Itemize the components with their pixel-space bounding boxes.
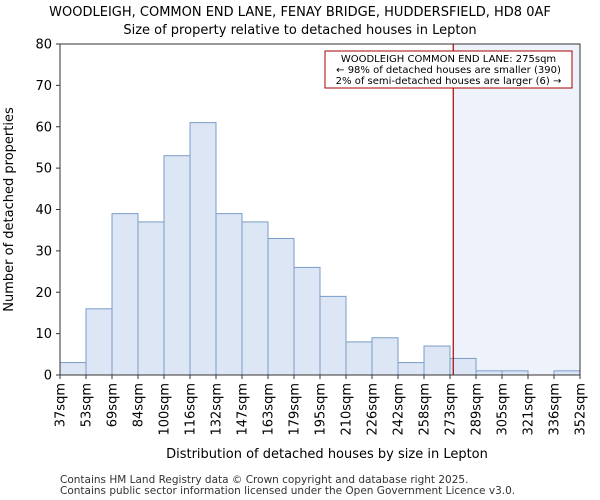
- histogram-bar: [501, 370, 529, 376]
- histogram-bar: [449, 357, 477, 376]
- y-tick-label: 30: [35, 244, 52, 259]
- x-tick-label: 195sqm: [314, 383, 329, 436]
- x-tick-label: 37sqm: [54, 383, 69, 427]
- y-tick-label: 60: [35, 120, 52, 135]
- histogram-bar: [293, 266, 321, 376]
- x-tick-label: 116sqm: [184, 383, 199, 436]
- x-tick-label: 289sqm: [470, 383, 485, 436]
- histogram-bar: [345, 341, 373, 376]
- y-axis-label: Number of detached properties: [2, 107, 17, 312]
- histogram-bar: [189, 122, 217, 376]
- y-tick-label: 10: [35, 327, 52, 342]
- x-tick-label: 179sqm: [288, 383, 303, 436]
- histogram-bar: [371, 337, 399, 376]
- x-tick-label: 273sqm: [444, 383, 459, 436]
- y-tick-label: 50: [35, 162, 52, 177]
- x-tick-label: 321sqm: [522, 383, 537, 436]
- histogram-bar: [267, 237, 295, 376]
- x-tick-label: 305sqm: [496, 383, 511, 436]
- histogram-bar: [163, 155, 191, 376]
- histogram-bar: [59, 362, 87, 376]
- chart-title: WOODLEIGH, COMMON END LANE, FENAY BRIDGE…: [49, 5, 551, 20]
- chart-subtitle: Size of property relative to detached ho…: [123, 23, 476, 38]
- highlight-region: [453, 44, 580, 375]
- annotation-box: WOODLEIGH COMMON END LANE: 275sqm ← 98% …: [324, 50, 573, 89]
- histogram-bar: [475, 370, 503, 376]
- histogram-bar: [215, 213, 243, 376]
- x-tick-label: 163sqm: [262, 383, 277, 436]
- footer-line-1: Contains HM Land Registry data © Crown c…: [60, 474, 468, 486]
- histogram-bar: [85, 308, 113, 376]
- histogram-bar: [397, 362, 425, 376]
- x-tick-label: 53sqm: [80, 383, 95, 427]
- annotation-line-2: ← 98% of detached houses are smaller (39…: [336, 65, 561, 76]
- x-tick-label: 84sqm: [132, 383, 147, 427]
- x-tick-label: 132sqm: [210, 383, 225, 436]
- x-tick-label: 242sqm: [392, 383, 407, 436]
- histogram-bar: [423, 345, 451, 376]
- y-tick-label: 40: [35, 203, 52, 218]
- footer-line-2: Contains public sector information licen…: [60, 485, 515, 497]
- x-tick-label: 69sqm: [106, 383, 121, 427]
- x-tick-label: 100sqm: [158, 383, 173, 436]
- y-tick-label: 70: [35, 79, 52, 94]
- annotation-line-1: WOODLEIGH COMMON END LANE: 275sqm: [341, 54, 556, 65]
- x-tick-label: 336sqm: [548, 383, 563, 436]
- x-tick-label: 147sqm: [236, 383, 251, 436]
- histogram-bar: [319, 295, 347, 376]
- histogram-bar: [553, 370, 581, 376]
- histogram-bar: [241, 221, 269, 376]
- x-axis-label: Distribution of detached houses by size …: [166, 447, 488, 462]
- histogram-bar: [111, 213, 139, 376]
- y-tick-label: 20: [35, 286, 52, 301]
- annotation-line-3: 2% of semi-detached houses are larger (6…: [336, 76, 562, 87]
- x-tick-label: 258sqm: [418, 383, 433, 436]
- histogram-bar: [137, 221, 165, 376]
- x-tick-label: 352sqm: [574, 383, 589, 436]
- y-tick-label: 80: [35, 38, 52, 53]
- y-tick-label: 0: [44, 369, 52, 384]
- x-tick-label: 226sqm: [366, 383, 381, 436]
- x-tick-label: 210sqm: [340, 383, 355, 436]
